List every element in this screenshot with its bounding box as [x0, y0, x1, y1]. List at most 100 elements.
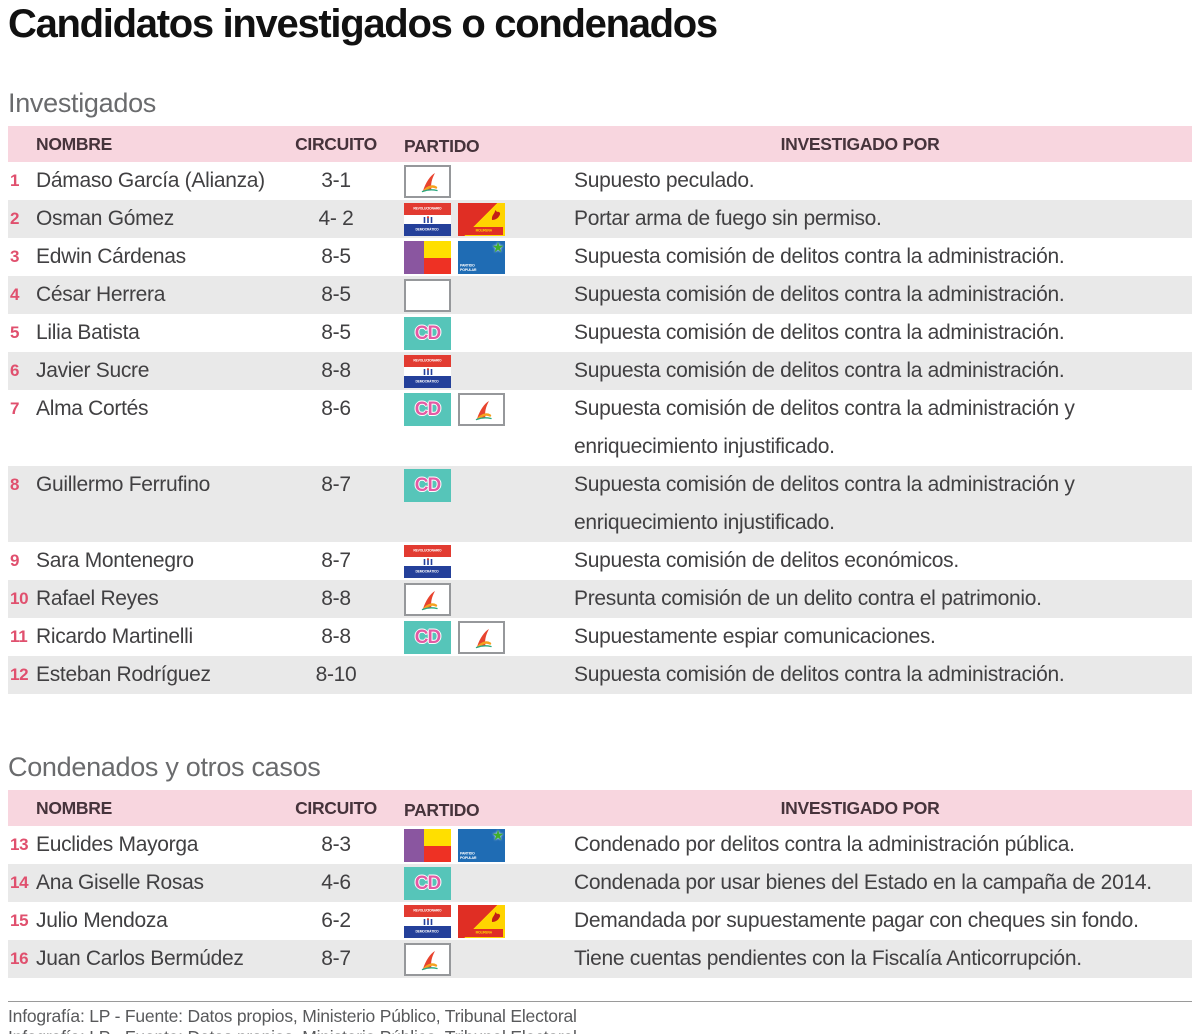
investigation-reason: Condenado por delitos contra la administ… [574, 833, 1075, 856]
prd-bottom-label: DEMOCRÁTICO [415, 380, 440, 384]
column-header-nombre: NOMBRE [36, 798, 112, 818]
table-rows: 1 Dámaso García (Alianza) 3-1 Supuesto pecu… [8, 162, 1192, 694]
prd-top-band: REVOLUCIONARIO [404, 545, 451, 557]
star-icon: ★ [491, 829, 505, 843]
candidate-name: Javier Sucre [36, 359, 150, 382]
row-number: 12 [10, 665, 29, 684]
investigation-reason: Supuesta comisión de delitos contra la a… [574, 283, 1065, 306]
page-title: Candidatos investigados o condenados [8, 2, 718, 46]
section-title: Investigados [8, 88, 156, 118]
circuit-value: 8-7 [321, 549, 351, 572]
candidate-name: Guillermo Ferrufino [36, 473, 211, 496]
column-header-investigado-por: INVESTIGADO POR [780, 798, 940, 818]
popular-label: PARTIDO POPULAR [460, 264, 477, 272]
cd-flag-icon: CD [404, 393, 451, 426]
cd-letters-label: CD [414, 627, 441, 648]
investigation-reason: Condenada por usar bienes del Estado en … [574, 871, 1152, 894]
molirena-label: MOLIRENA [475, 931, 493, 935]
row-number: 9 [10, 551, 20, 570]
cd-letters-label: CD [414, 323, 441, 344]
table-row: 10 Rafael Reyes 8-8 Presunta comisión de un… [8, 580, 1192, 618]
table-row: 5 Lilia Batista 8-5 CD Supuesta comisión de … [8, 314, 1192, 352]
party-flags [386, 940, 574, 978]
footer-divider [8, 1001, 1192, 1002]
prd-bottom-band: DEMOCRÁTICO [404, 926, 451, 938]
prd-bottom-band: DEMOCRÁTICO [404, 566, 451, 578]
circuit-value: 8-6 [321, 397, 351, 420]
table-row: 7 Alma Cortés 8-6 CD Supuesta comisión de de… [8, 390, 1192, 466]
prd-flag-icon: REVOLUCIONARIO DEMOCRÁTICO [404, 905, 451, 938]
party-flags: REVOLUCIONARIO DEMOCRÁTICO [386, 542, 574, 580]
circuit-value: 6-2 [321, 909, 351, 932]
table-section: Investigados NOMBRE CIRCUITO PARTIDO INVESTI… [8, 88, 1192, 694]
footer: Infografía: LP - Fuente: Datos propios, … [8, 1001, 1192, 1034]
molirena-flag-icon: MOLIRENA [458, 905, 505, 938]
prd-bottom-label: DEMOCRÁTICO [415, 570, 440, 574]
row-number: 13 [10, 835, 29, 854]
party-flags: ★ PARTIDO POPULAR [386, 826, 574, 864]
investigation-reason: Supuesta comisión de delitos contra la a… [574, 245, 1065, 268]
molirena-label-band: MOLIRENA [465, 929, 503, 937]
investigation-reason: Tiene cuentas pendientes con la Fiscalía… [574, 947, 1082, 970]
alianza-figure-icon [468, 398, 496, 422]
prd-bottom-label: DEMOCRÁTICO [415, 930, 440, 934]
circuit-value: 8-7 [321, 473, 351, 496]
row-number: 11 [10, 627, 28, 646]
popular-label: PARTIDO POPULAR [460, 852, 477, 860]
section-title: Condenados y otros casos [8, 752, 321, 782]
prd-torch-icon [404, 557, 451, 566]
cd-letters-label: CD [414, 399, 441, 420]
blank-flag-icon [404, 279, 451, 312]
row-number: 8 [10, 475, 20, 494]
popular-flag-icon: ★ PARTIDO POPULAR [458, 829, 505, 862]
prd-flag-icon: REVOLUCIONARIO DEMOCRÁTICO [404, 545, 451, 578]
prd-top-label: REVOLUCIONARIO [413, 207, 442, 211]
alianza-flag-icon [404, 943, 451, 976]
column-header-partido: PARTIDO [404, 799, 480, 820]
molirena-label: MOLIRENA [475, 229, 493, 233]
table-row: 8 Guillermo Ferrufino 8-7 CD Supuesta comisi… [8, 466, 1192, 542]
row-number: 10 [10, 589, 29, 608]
circuit-value: 8-8 [321, 587, 351, 610]
prd-top-band: REVOLUCIONARIO [404, 905, 451, 917]
footer-credit: Infografía: LP - Fuente: Datos propios, … [8, 1006, 577, 1026]
cd-letters-label: CD [414, 475, 441, 496]
alianza-flag-icon [458, 621, 505, 654]
table-section: Condenados y otros casos NOMBRE CIRCUITO PA… [8, 752, 1192, 978]
alianza-flag-icon [458, 393, 505, 426]
row-number: 2 [10, 209, 20, 228]
candidate-name: Ricardo Martinelli [36, 625, 193, 648]
row-number: 1 [10, 171, 20, 190]
party-flags [386, 276, 574, 314]
row-number: 15 [10, 911, 29, 930]
table-row: 11 Ricardo Martinelli 8-8 CD Supuestamente e… [8, 618, 1192, 656]
molirena-label-band: MOLIRENA [465, 227, 503, 235]
prd-bottom-band: DEMOCRÁTICO [404, 224, 451, 236]
column-header-circuito: CIRCUITO [295, 134, 377, 154]
investigation-reason: Supuesta comisión de delitos contra la a… [574, 473, 1075, 534]
table-header: NOMBRE CIRCUITO PARTIDO INVESTIGADO POR [8, 790, 1192, 826]
rooster-icon [489, 204, 503, 220]
candidate-name: Dámaso García (Alianza) [36, 169, 265, 192]
footer-credit-clipped: Infografía: LP - Fuente: Datos propios, … [8, 1027, 1192, 1034]
circuit-value: 8-7 [321, 947, 351, 970]
yellow-band [423, 241, 451, 258]
party-flags: REVOLUCIONARIO DEMOCRÁTICO MOLIRENA [386, 902, 574, 940]
investigation-reason: Presunta comisión de un delito contra el… [574, 587, 1042, 610]
investigation-reason: Demandada por supuestamente pagar con ch… [574, 909, 1139, 932]
candidate-name: Juan Carlos Bermúdez [36, 947, 244, 970]
candidate-name: Julio Mendoza [36, 909, 168, 932]
party-flags [386, 580, 574, 618]
table-row: 1 Dámaso García (Alianza) 3-1 Supuesto pecu… [8, 162, 1192, 200]
party-flags [386, 162, 574, 200]
prd-top-label: REVOLUCIONARIO [413, 909, 442, 913]
investigation-reason: Supuesta comisión de delitos económicos. [574, 549, 959, 572]
column-header-investigado-por: INVESTIGADO POR [780, 134, 940, 154]
alianza-flag-icon [404, 583, 451, 616]
prd-torch-icon [404, 917, 451, 926]
prd-torch-icon [404, 215, 451, 224]
investigation-reason: Supuesta comisión de delitos contra la a… [574, 359, 1065, 382]
molirena-flag-icon: MOLIRENA [458, 203, 505, 236]
prd-top-band: REVOLUCIONARIO [404, 355, 451, 367]
alianza-figure-icon [414, 588, 442, 612]
